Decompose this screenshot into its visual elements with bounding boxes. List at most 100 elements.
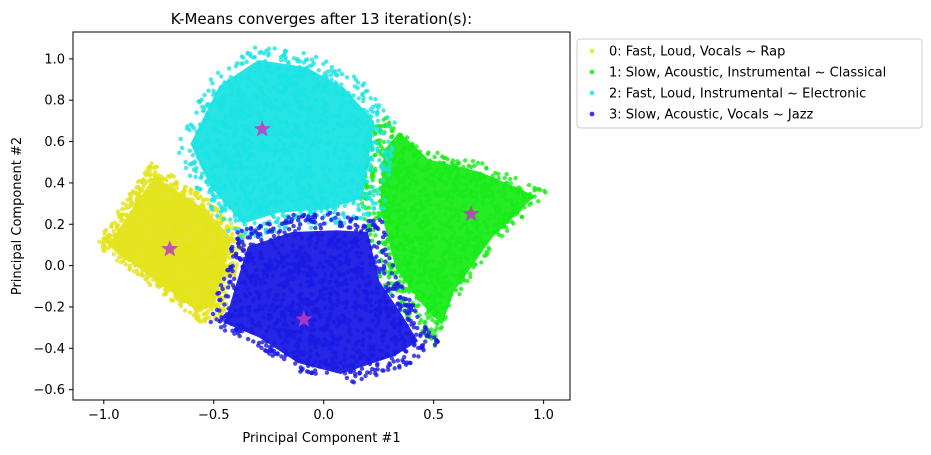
data-point xyxy=(198,306,203,311)
x-tick-label: 1.0 xyxy=(533,408,554,423)
data-point xyxy=(273,258,278,263)
data-point xyxy=(299,145,305,150)
data-point xyxy=(308,348,313,354)
data-point xyxy=(337,156,343,161)
data-point xyxy=(382,265,387,271)
data-point xyxy=(473,234,478,240)
data-point xyxy=(400,185,406,191)
data-point xyxy=(405,303,410,309)
data-point xyxy=(272,180,277,186)
data-point xyxy=(425,252,430,257)
data-point xyxy=(283,134,289,140)
data-point xyxy=(413,196,418,201)
data-point xyxy=(182,189,188,194)
data-point xyxy=(301,60,307,65)
data-point xyxy=(118,243,124,248)
data-point xyxy=(320,264,326,270)
data-point xyxy=(381,108,386,113)
data-point xyxy=(421,292,426,297)
data-point xyxy=(364,211,370,216)
data-point xyxy=(335,204,340,209)
data-point xyxy=(253,230,259,235)
data-point xyxy=(127,196,133,201)
data-point xyxy=(428,267,433,272)
data-point xyxy=(328,329,334,334)
data-point xyxy=(283,88,288,93)
data-point xyxy=(416,156,421,161)
data-point xyxy=(307,354,313,359)
data-point xyxy=(226,141,231,146)
data-point xyxy=(194,110,199,115)
data-point xyxy=(287,227,292,232)
data-point xyxy=(258,281,263,287)
data-point xyxy=(178,212,183,217)
data-point xyxy=(174,242,179,248)
data-point xyxy=(361,81,367,86)
data-point xyxy=(465,243,470,248)
data-point xyxy=(361,212,366,217)
data-point xyxy=(201,108,206,113)
data-point xyxy=(297,292,302,297)
data-point xyxy=(200,125,206,130)
data-point xyxy=(385,313,390,318)
data-point xyxy=(217,130,222,135)
data-point xyxy=(297,308,302,313)
data-point xyxy=(230,231,235,237)
data-point xyxy=(378,206,383,211)
data-point xyxy=(456,179,461,184)
data-point xyxy=(198,290,203,296)
data-point xyxy=(441,282,446,288)
data-point xyxy=(527,191,533,197)
data-point xyxy=(356,207,362,213)
data-point xyxy=(420,236,425,242)
data-point xyxy=(326,157,331,162)
data-point xyxy=(387,256,392,261)
data-point xyxy=(359,366,365,371)
data-point xyxy=(226,306,231,311)
data-point xyxy=(317,119,322,124)
data-point xyxy=(284,181,290,186)
data-point xyxy=(312,317,318,323)
data-point xyxy=(282,318,288,323)
data-point xyxy=(203,281,208,287)
data-point xyxy=(372,168,378,174)
data-point xyxy=(342,174,347,179)
data-point xyxy=(303,134,309,140)
data-point xyxy=(447,297,452,302)
data-point xyxy=(364,327,369,332)
data-point xyxy=(424,281,429,286)
data-point xyxy=(157,232,163,237)
data-point xyxy=(292,261,298,267)
data-point xyxy=(449,200,454,206)
data-point xyxy=(370,238,375,243)
data-point xyxy=(409,322,414,327)
data-point xyxy=(174,204,179,209)
data-point xyxy=(323,141,329,147)
data-point xyxy=(286,215,291,220)
data-point xyxy=(436,206,442,211)
data-point xyxy=(244,226,250,232)
data-point xyxy=(197,127,203,132)
data-point xyxy=(194,150,199,155)
data-point xyxy=(251,121,256,126)
data-point xyxy=(395,172,400,178)
data-point xyxy=(353,373,358,379)
data-point xyxy=(387,164,392,170)
data-point xyxy=(415,280,420,285)
data-point xyxy=(386,172,392,177)
data-point xyxy=(307,341,313,347)
data-point xyxy=(241,247,247,253)
data-point xyxy=(344,257,349,262)
data-point xyxy=(153,192,158,197)
data-point xyxy=(391,309,396,315)
data-point xyxy=(278,90,283,95)
data-point xyxy=(190,153,196,158)
data-point xyxy=(490,193,495,198)
data-point xyxy=(305,272,310,277)
data-point xyxy=(156,190,161,195)
data-point xyxy=(464,187,469,192)
data-point xyxy=(248,251,253,256)
data-point xyxy=(105,233,110,239)
data-point xyxy=(252,97,257,102)
data-point xyxy=(383,209,388,214)
